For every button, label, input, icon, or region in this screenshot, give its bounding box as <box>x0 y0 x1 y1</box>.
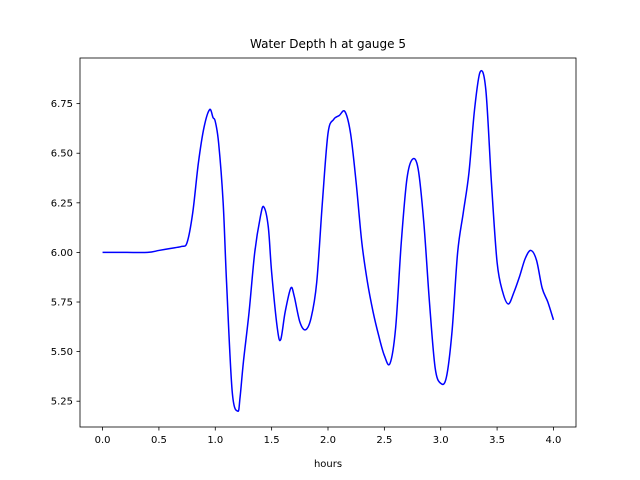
y-tick-label: 5.50 <box>51 347 73 358</box>
y-axis: 5.25 5.50 5.75 6.00 6.25 6.50 6.75 <box>51 99 80 408</box>
x-tick-label: 0.0 <box>95 435 111 446</box>
x-axis: 0.0 0.5 1.0 1.5 2.0 2.5 3.0 3.5 4.0 <box>95 427 562 446</box>
y-tick-label: 6.25 <box>51 198 73 209</box>
chart-title: Water Depth h at gauge 5 <box>250 37 406 51</box>
y-tick-label: 5.75 <box>51 298 73 309</box>
x-tick-label: 2.5 <box>376 435 392 446</box>
x-axis-label: hours <box>314 459 342 470</box>
x-tick-label: 1.5 <box>264 435 280 446</box>
series-line <box>102 69 555 412</box>
x-tick-label: 4.0 <box>546 435 562 446</box>
y-tick-label: 6.50 <box>51 149 73 160</box>
x-tick-label: 1.0 <box>207 435 223 446</box>
x-tick-label: 2.0 <box>320 435 336 446</box>
y-tick-label: 5.25 <box>51 397 73 408</box>
x-tick-label: 0.5 <box>151 435 167 446</box>
x-tick-label: 3.5 <box>489 435 505 446</box>
y-tick-label: 6.00 <box>51 248 73 259</box>
x-tick-label: 3.0 <box>433 435 449 446</box>
y-tick-label: 6.75 <box>51 99 73 110</box>
